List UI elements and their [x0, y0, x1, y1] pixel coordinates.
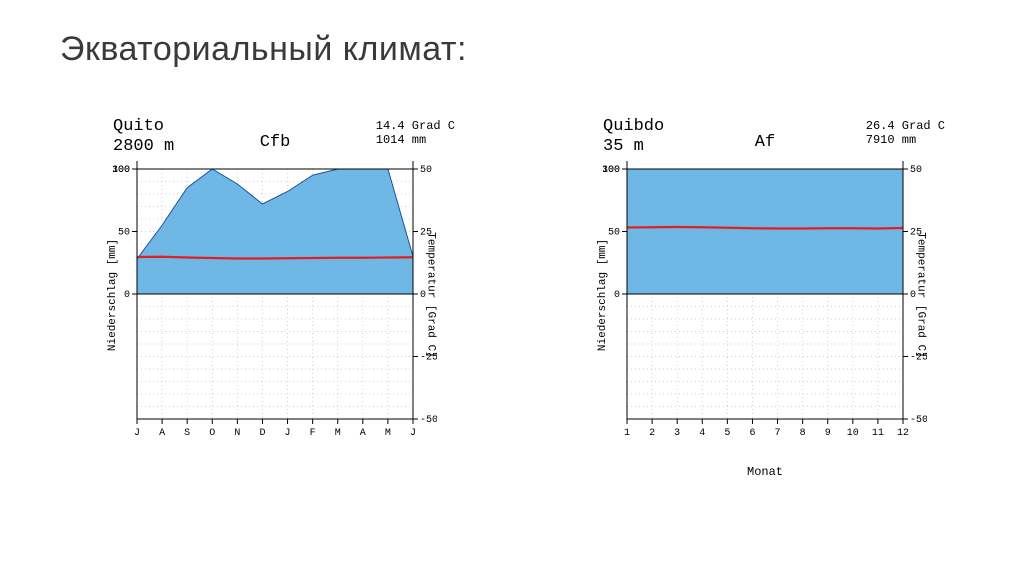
svg-text:O: O — [209, 428, 215, 439]
svg-text:10: 10 — [847, 428, 859, 439]
slide-title: Экваториальный климат: — [60, 30, 467, 69]
svg-text:A: A — [360, 428, 366, 439]
location-name: Quito — [113, 117, 174, 137]
svg-text:0: 0 — [910, 290, 916, 301]
elevation: 35 m — [603, 137, 664, 157]
x-axis-label: Monat — [747, 465, 783, 479]
svg-text:2: 2 — [649, 428, 655, 439]
svg-text:1: 1 — [624, 428, 630, 439]
svg-text:J: J — [285, 428, 291, 439]
svg-text:M: M — [335, 428, 341, 439]
svg-text:5: 5 — [724, 428, 730, 439]
svg-text:300: 300 — [113, 165, 130, 176]
svg-text:8: 8 — [800, 428, 806, 439]
svg-text:50: 50 — [910, 165, 922, 176]
svg-text:-50: -50 — [910, 415, 927, 426]
svg-text:J: J — [134, 428, 140, 439]
precip-total: 7910 mm — [866, 133, 945, 147]
svg-text:0: 0 — [124, 290, 130, 301]
elevation: 2800 m — [113, 137, 174, 157]
svg-text:50: 50 — [118, 228, 130, 239]
climate-svg: 050100300-50-2502550JASONDJFMAMJ — [113, 159, 437, 449]
svg-text:12: 12 — [897, 428, 909, 439]
svg-text:4: 4 — [699, 428, 705, 439]
svg-text:A: A — [159, 428, 165, 439]
svg-text:0: 0 — [614, 290, 620, 301]
climate-diagram: Quito 2800 m Cfb 14.4 Grad C 1014 mm Nie… — [65, 115, 485, 475]
koppen-class: Af — [755, 133, 775, 152]
svg-text:25: 25 — [420, 228, 432, 239]
svg-text:50: 50 — [608, 228, 620, 239]
svg-text:J: J — [410, 428, 416, 439]
svg-text:11: 11 — [872, 428, 884, 439]
chart-stats: 26.4 Grad C 7910 mm — [866, 119, 945, 147]
svg-text:M: M — [385, 428, 391, 439]
chart-stats: 14.4 Grad C 1014 mm — [376, 119, 455, 147]
svg-text:-25: -25 — [420, 353, 437, 364]
svg-text:0: 0 — [420, 290, 426, 301]
svg-text:S: S — [184, 428, 190, 439]
chart-location-block: Quito 2800 m — [113, 117, 174, 158]
plot-area: 050100300-50-2502550JASONDJFMAMJ — [113, 159, 437, 449]
diagrams-row: Quito 2800 m Cfb 14.4 Grad C 1014 mm Nie… — [65, 115, 975, 475]
svg-text:6: 6 — [749, 428, 755, 439]
koppen-class: Cfb — [260, 133, 291, 152]
svg-text:N: N — [234, 428, 240, 439]
svg-text:D: D — [259, 428, 265, 439]
svg-text:300: 300 — [603, 165, 620, 176]
svg-text:9: 9 — [825, 428, 831, 439]
svg-text:-50: -50 — [420, 415, 437, 426]
svg-text:25: 25 — [910, 228, 922, 239]
svg-text:50: 50 — [420, 165, 432, 176]
temp-mean: 14.4 Grad C — [376, 119, 455, 133]
location-name: Quibdo — [603, 117, 664, 137]
climate-svg: 050100300-50-2502550123456789101112 — [603, 159, 927, 449]
svg-text:-25: -25 — [910, 353, 927, 364]
svg-text:F: F — [310, 428, 316, 439]
temp-mean: 26.4 Grad C — [866, 119, 945, 133]
chart-location-block: Quibdo 35 m — [603, 117, 664, 158]
plot-area: 050100300-50-2502550123456789101112 — [603, 159, 927, 449]
precip-total: 1014 mm — [376, 133, 455, 147]
svg-text:3: 3 — [674, 428, 680, 439]
svg-text:7: 7 — [775, 428, 781, 439]
climate-diagram: Quibdo 35 m Af 26.4 Grad C 7910 mm Niede… — [555, 115, 975, 475]
